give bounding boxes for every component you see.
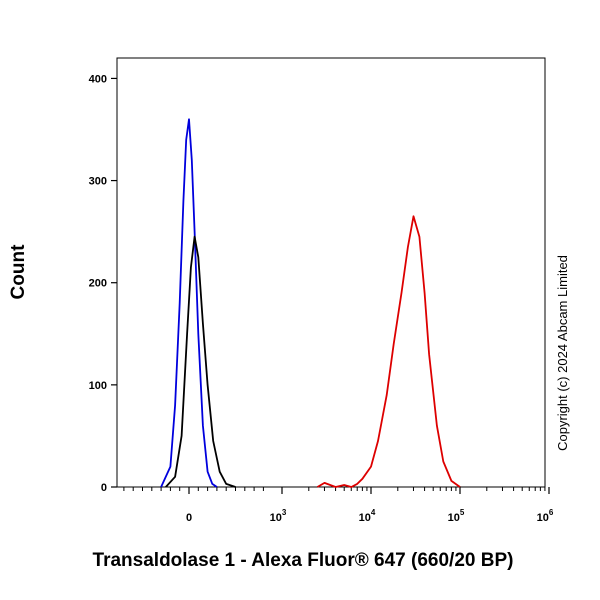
x-axis-ticks: 0 103 104 105 106: [123, 487, 554, 524]
histogram-series-group: [160, 118, 461, 488]
y-tick-label: 0: [101, 482, 107, 494]
y-tick-label: 100: [89, 380, 107, 392]
histogram-series-2: [165, 235, 236, 488]
histogram-series-1: [160, 118, 218, 488]
x-tick-label: 105: [448, 508, 465, 524]
x-tick-label: 103: [270, 508, 287, 524]
y-axis-title: Count: [8, 244, 29, 300]
copyright-text: Copyright (c) 2024 Abcam Limited: [555, 255, 570, 451]
histogram-series-3: [316, 215, 461, 488]
y-axis-ticks: 0 100 200 300 400: [89, 73, 117, 494]
y-tick-label: 400: [89, 73, 107, 85]
x-tick-label: 0: [186, 512, 192, 524]
y-tick-label: 300: [89, 176, 107, 188]
x-tick-label: 104: [359, 508, 376, 524]
y-tick-label: 200: [89, 278, 107, 290]
x-tick-label: 106: [537, 508, 554, 524]
x-axis-title: Transaldolase 1 - Alexa Fluor® 647 (660/…: [93, 550, 514, 571]
